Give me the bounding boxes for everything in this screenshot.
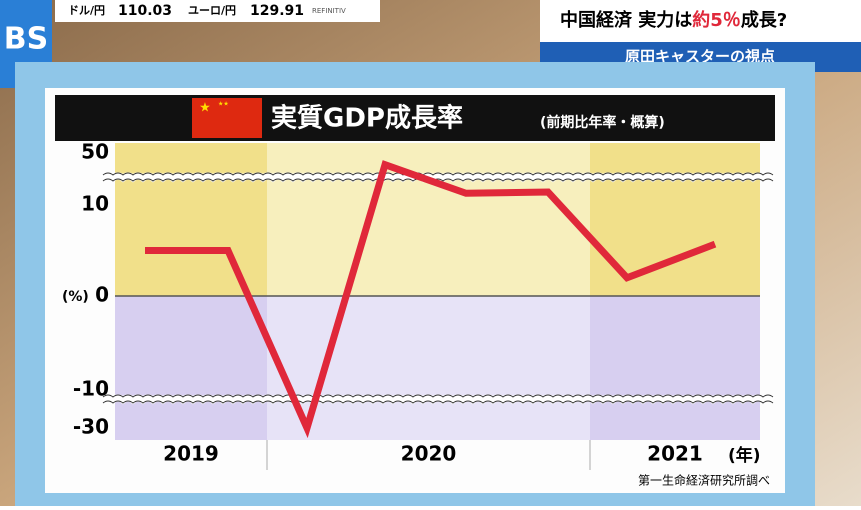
headline-part: 成長? (741, 9, 787, 31)
source-note: 第一生命経済研究所調べ (638, 473, 770, 488)
headline-box (540, 0, 861, 42)
band-lower (267, 296, 590, 440)
axis-break-edge (102, 394, 774, 398)
band-lower (115, 296, 267, 440)
x-unit: (年) (728, 445, 761, 466)
band-upper (115, 143, 267, 296)
band-lower (590, 296, 760, 440)
axis-break-edge (102, 172, 774, 176)
y-tick-label: 10 (81, 192, 109, 216)
flag-star: ★★ (218, 101, 229, 108)
ticker-label: ドル/円 (68, 4, 105, 17)
headline-part: 約5％ (692, 9, 741, 31)
y-tick-label: 0 (95, 283, 109, 307)
x-group-label: 2021 (647, 442, 703, 466)
y-unit: (%) (62, 289, 89, 305)
headline-part: 中国経済 実力は (560, 9, 692, 31)
axis-break-edge (102, 400, 774, 404)
axis-break (100, 394, 776, 405)
ticker-value: 129.91 (250, 3, 304, 19)
ticker-value: 110.03 (118, 3, 172, 19)
flag (192, 98, 262, 138)
band-upper (590, 143, 760, 296)
axis-break-edge (102, 178, 774, 182)
chart-title: 実質GDP成長率 (271, 103, 463, 134)
headline-subtitle: 原田キャスターの視点 (625, 48, 775, 66)
ticker-source: REFINITIV (312, 7, 346, 15)
headline: 中国経済 実力は約5％成長? (560, 9, 787, 31)
series-line (145, 160, 717, 439)
x-group-label: 2020 (401, 442, 457, 466)
x-group-label: 2019 (163, 442, 219, 466)
axis-break (100, 172, 776, 183)
ticker-bar (55, 0, 380, 22)
y-tick-label: -30 (73, 415, 109, 439)
chart-title-bar (55, 95, 775, 141)
y-tick-label: 50 (81, 140, 109, 164)
logo-mark: BS (4, 22, 48, 57)
band-upper (267, 143, 590, 296)
chart-subtitle: (前期比年率・概算) (540, 114, 665, 131)
flag-star: ★ (199, 101, 211, 116)
ticker-label: ユーロ/円 (188, 4, 236, 17)
